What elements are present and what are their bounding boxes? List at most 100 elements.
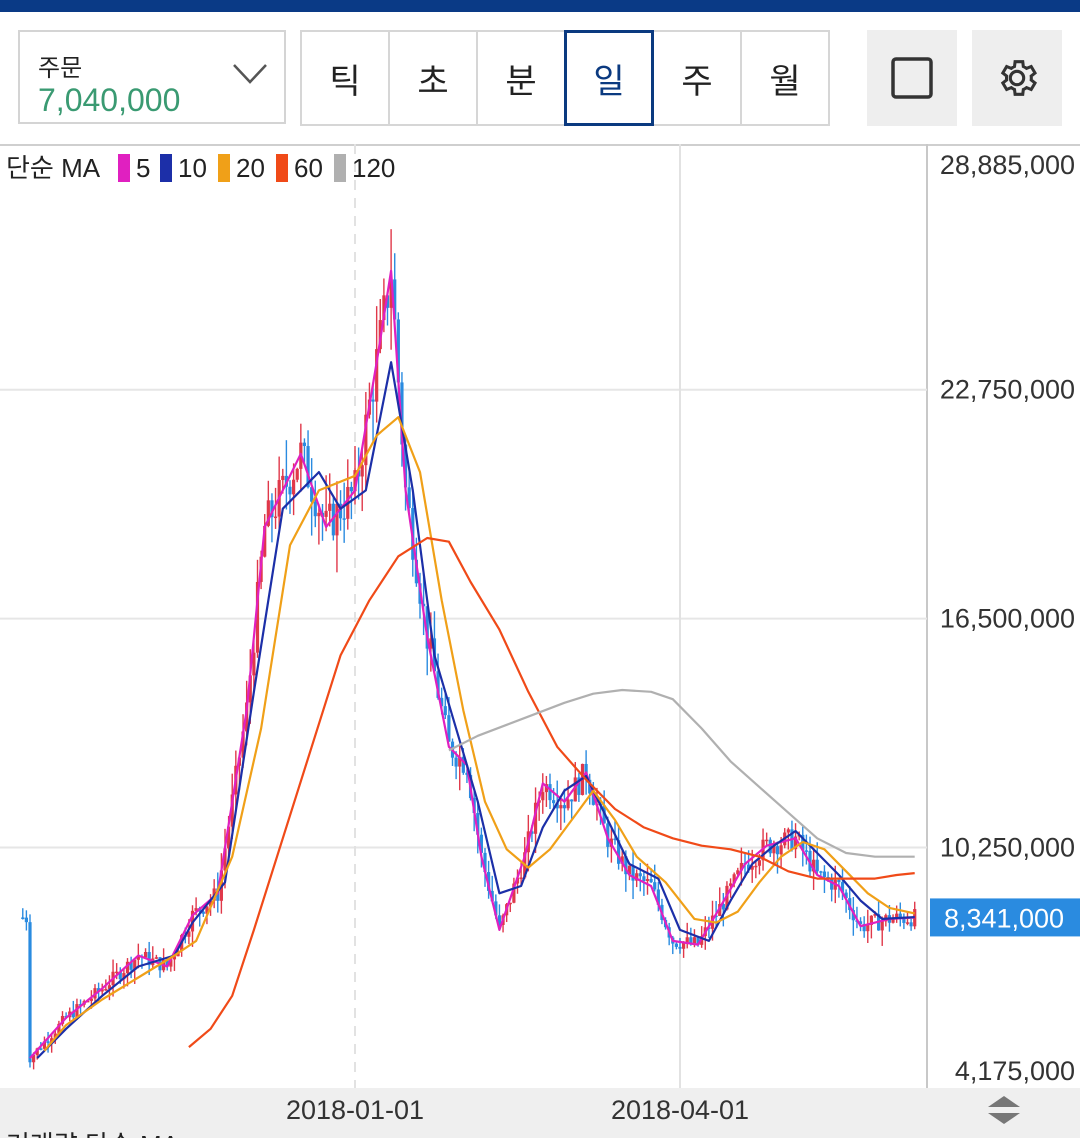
tab-second[interactable]: 초 <box>388 30 478 126</box>
candle-body <box>86 1000 90 1003</box>
tab-minute[interactable]: 분 <box>476 30 566 126</box>
candle-body <box>252 652 256 676</box>
candle-body <box>819 871 823 873</box>
candle-body <box>371 399 375 402</box>
legend-swatch-ma60 <box>276 154 288 182</box>
candle-body <box>732 874 736 884</box>
candle-body <box>624 856 628 875</box>
candle-body <box>393 279 397 320</box>
candle-body <box>891 918 895 923</box>
candle-body <box>656 889 660 905</box>
candle-body <box>476 813 480 835</box>
candle-body <box>223 848 227 871</box>
price-chart[interactable]: 28,885,000 22,750,000 16,500,000 10,250,000… <box>0 144 1080 1143</box>
candle-body <box>349 486 353 492</box>
y-tick-label: 28,885,000 <box>940 150 1075 180</box>
scroll-arrows-icon[interactable] <box>988 1096 1020 1124</box>
candle-body <box>241 731 245 758</box>
candle-body <box>573 777 577 802</box>
candle-body <box>21 917 25 919</box>
candle-body <box>24 917 28 923</box>
candle-body <box>57 1023 61 1034</box>
y-axis-ticks: 28,885,000 22,750,000 16,500,000 10,250,000… <box>940 150 1075 1086</box>
gear-icon <box>1000 60 1038 96</box>
candle-body <box>125 961 130 974</box>
candle-body <box>873 914 877 916</box>
legend-swatch-ma10 <box>160 154 172 182</box>
candle-body <box>479 834 483 853</box>
current-price-label: 8,341,000 <box>944 903 1064 933</box>
candle-body <box>302 442 307 447</box>
candle-body <box>273 516 278 519</box>
tab-week[interactable]: 주 <box>652 30 742 126</box>
candle-body <box>100 989 104 992</box>
tab-tick[interactable]: 틱 <box>300 30 390 126</box>
candle-body <box>454 757 458 767</box>
candle-body <box>115 971 119 974</box>
top-accent-bar <box>0 0 1080 12</box>
chart-svg[interactable]: 28,885,000 22,750,000 16,500,000 10,250,000… <box>0 144 1080 1143</box>
order-label: 주문 <box>38 55 83 82</box>
candle-body <box>342 518 346 520</box>
candle-body <box>815 859 819 872</box>
legend-swatch-ma120 <box>334 154 346 182</box>
period-tabs: 틱 초 분 일 주 월 <box>300 30 830 126</box>
order-price-selector[interactable]: 주문 7,040,000 <box>18 30 286 124</box>
candle-body <box>292 479 296 495</box>
candle-body <box>562 805 567 809</box>
candle-body <box>779 845 783 855</box>
candle-body <box>566 799 570 809</box>
legend-swatch-ma5 <box>118 154 130 182</box>
candle-body <box>266 500 270 526</box>
candle-body <box>440 697 444 707</box>
candle-body <box>692 937 697 944</box>
tab-day[interactable]: 일 <box>564 30 654 126</box>
candle-body <box>645 879 650 882</box>
settings-button[interactable] <box>972 30 1062 126</box>
candle-body <box>270 500 274 518</box>
candle-body <box>880 921 884 931</box>
candle-body <box>844 892 848 899</box>
tab-month[interactable]: 월 <box>740 30 830 126</box>
candle-body <box>512 883 516 903</box>
candle-body <box>353 470 357 492</box>
candle-body <box>385 295 390 308</box>
legend-label-ma10: 10 <box>178 153 207 183</box>
candle-body <box>396 319 400 383</box>
candle-body <box>364 414 368 466</box>
candle-body <box>772 846 776 854</box>
candle-body <box>403 444 408 488</box>
candle-body <box>429 638 433 649</box>
candle-body <box>39 1048 43 1050</box>
gridlines <box>0 144 927 1088</box>
candle-body <box>295 468 299 480</box>
candle-body <box>248 675 252 703</box>
square-button[interactable] <box>867 30 957 126</box>
candle-body <box>118 971 122 980</box>
candle-body <box>42 1041 47 1049</box>
candle-body <box>754 865 758 868</box>
ma-line-120 <box>448 688 915 858</box>
candle-body <box>840 882 845 893</box>
candle-body <box>898 913 902 918</box>
candle-body <box>902 917 906 923</box>
candle-body <box>678 946 682 949</box>
x-axis-ticks: 2018-01-01 2018-04-01 <box>286 1095 749 1125</box>
candle-body <box>757 860 762 866</box>
x-axis-band <box>0 1088 927 1138</box>
legend-label-ma60: 60 <box>294 153 323 183</box>
candle-body <box>822 871 827 877</box>
candle-body <box>685 937 689 943</box>
candle-body <box>328 503 332 511</box>
chevron-down-icon[interactable] <box>232 62 268 86</box>
candle-body <box>544 784 548 793</box>
ma-line-20 <box>43 416 915 1052</box>
candle-body <box>317 512 321 517</box>
candle-body <box>541 792 545 801</box>
candle-body <box>812 859 816 872</box>
ma-lines <box>29 269 915 1059</box>
candle-body <box>230 794 234 827</box>
candle-body <box>107 985 112 989</box>
candle-body <box>310 487 314 502</box>
candle-body <box>169 959 173 967</box>
